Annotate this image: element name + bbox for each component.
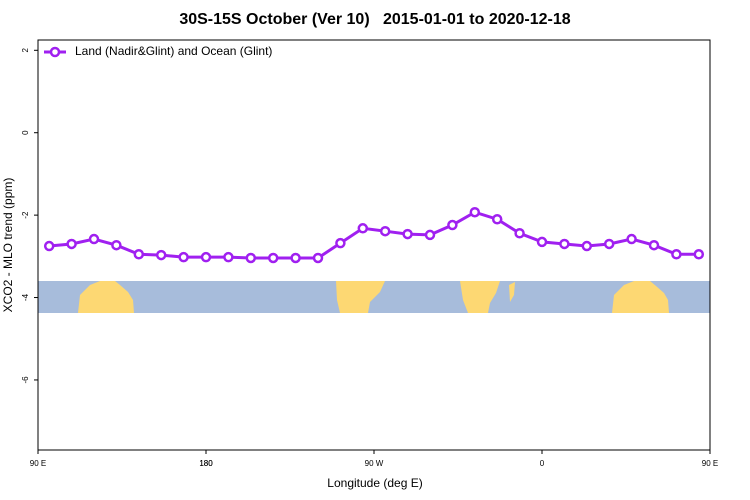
- data-point: [402, 228, 413, 240]
- data-point: [178, 251, 189, 263]
- data-point: [514, 228, 525, 239]
- data-point: [424, 229, 436, 241]
- data-point: [335, 237, 346, 249]
- legend-marker: [49, 46, 61, 58]
- data-point: [581, 240, 593, 252]
- data-point: [267, 252, 279, 264]
- x-tick-label: 180: [199, 459, 213, 468]
- data-point: [559, 238, 570, 250]
- chart-title: 30S-15S October (Ver 10) 2015-01-01 to 2…: [179, 11, 570, 28]
- data-point: [312, 252, 324, 264]
- y-tick-label: -2: [21, 211, 30, 219]
- x-tick-label: 90 E: [30, 459, 46, 468]
- data-point: [447, 219, 458, 231]
- data-point: [671, 249, 682, 260]
- x-axis-label: Longitude (deg E): [327, 476, 422, 490]
- x-tick-label: 0: [540, 459, 545, 468]
- data-point: [223, 251, 234, 263]
- y-tick-label: -6: [21, 376, 30, 384]
- data-point: [626, 233, 637, 245]
- y-axis-label: XCO2 - MLO trend (ppm): [1, 178, 15, 313]
- data-point: [491, 213, 503, 225]
- y-tick-label: -4: [21, 293, 30, 301]
- data-point: [290, 252, 301, 264]
- data-point: [379, 225, 391, 237]
- data-point: [43, 240, 55, 252]
- x-tick-label: 90 W: [365, 459, 384, 468]
- data-point: [66, 238, 77, 250]
- data-point: [603, 238, 615, 250]
- map-strip: [38, 281, 710, 313]
- data-point: [648, 239, 660, 251]
- legend-label: Land (Nadir&Glint) and Ocean (Glint): [75, 44, 272, 58]
- y-tick-label: 0: [21, 130, 30, 135]
- data-point: [536, 236, 548, 248]
- data-line: [49, 210, 699, 260]
- data-point: [111, 239, 122, 251]
- data-point: [88, 233, 100, 245]
- x-tick-label: 90 E: [702, 459, 718, 468]
- data-point: [469, 206, 481, 218]
- data-point: [357, 223, 369, 234]
- x-tick-label: 180: [199, 459, 213, 468]
- data-point: [693, 249, 705, 260]
- data-point: [200, 251, 212, 263]
- y-tick-label: 2: [21, 48, 30, 53]
- data-point: [133, 249, 145, 260]
- data-point: [155, 249, 167, 261]
- data-point: [245, 252, 257, 264]
